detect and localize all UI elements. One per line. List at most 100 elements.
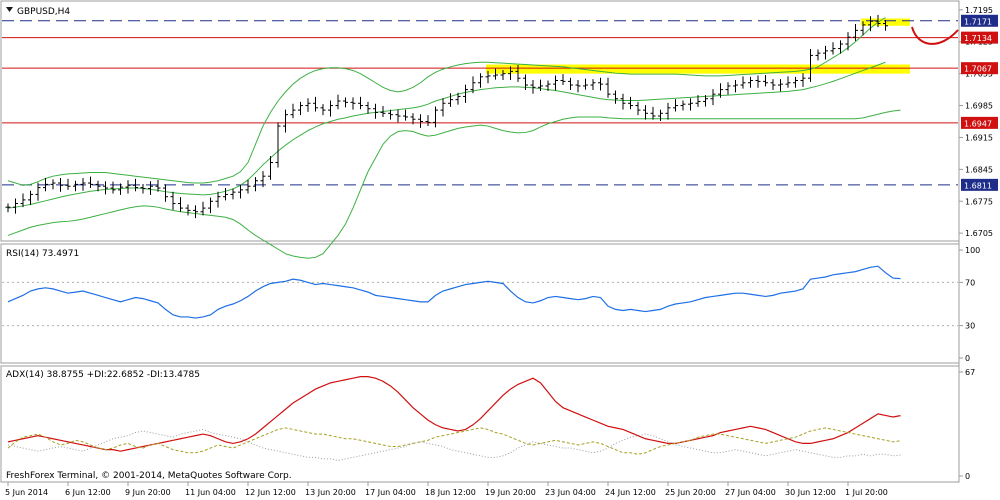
price-bar [403,109,408,121]
price-bar [860,21,866,36]
price-bar [515,64,521,82]
price-bar [223,188,228,201]
price-bar [778,79,783,92]
price-bar [193,205,198,219]
price-bar [485,70,491,84]
price-level-tag-label: 1.7171 [964,17,992,26]
time-tick-label: 9 Jun 20:00 [125,488,171,497]
price-tick-label: 1.6705 [965,229,993,238]
rsi-panel-frame [0,243,960,364]
time-tick-label: 13 Jun 20:00 [305,488,356,497]
bollinger-bands [7,17,901,259]
price-tick-label: 1.6845 [965,165,993,174]
price-bar [455,92,461,105]
price-bar [590,79,596,91]
price-bar [155,179,161,192]
price-bar [395,109,401,123]
price-bar [95,180,101,192]
price-bar [148,181,153,195]
price-bar [545,80,551,91]
price-bar [365,101,371,114]
price-bar [418,114,423,128]
price-bar [80,178,86,191]
adx-axis: 67 0 [959,368,975,481]
price-bar [470,76,476,94]
watermark: FreshForex Terminal, © 2001-2014, MetaQu… [6,471,292,481]
main-panel-title: GBPUSD,H4 [17,7,70,17]
price-bar [845,32,851,51]
price-bar [58,178,63,192]
price-bar [433,106,438,128]
price-tick-label: 1.6985 [965,102,993,111]
price-bar [118,183,123,195]
price-bar [493,68,498,80]
price-bar [35,182,41,201]
time-tick-label: 23 Jun 04:00 [545,488,596,497]
adx-tick-label: 67 [965,368,975,377]
price-bar [748,76,753,88]
price-bar [170,191,176,210]
price-bar [560,74,566,86]
price-bar [43,178,48,192]
price-bar [88,176,93,189]
price-bar [718,83,723,98]
price-bar [883,19,888,31]
time-axis: 5 Jun 2014 6 Jun 12:00 9 Jun 20:00 11 Jun 0… [5,482,888,497]
price-bar [335,94,341,110]
price-bar [215,191,221,208]
price-bar [178,197,183,212]
price-bar [253,177,258,192]
price-bar [838,40,843,54]
price-bar [103,181,108,195]
price-bar [725,82,731,95]
price-bar [680,100,686,111]
price-bar [703,95,708,107]
price-bar [538,79,543,91]
price-bar [628,96,633,110]
price-bar [65,178,71,190]
bollinger-middle [7,61,886,209]
time-tick-label: 12 Jun 12:00 [245,488,296,497]
price-bar [673,99,678,112]
chart-menu-triangle-icon[interactable] [6,7,13,12]
price-bar [853,23,858,41]
rsi-panel-title: RSI(14) 73.4971 [6,249,79,259]
price-bar [808,49,813,82]
time-tick-label: 24 Jun 12:00 [605,488,656,497]
price-bar [583,78,588,90]
rsi-tick-label: 70 [965,278,975,287]
time-tick-label: 25 Jun 20:00 [665,488,716,497]
price-bar [440,98,446,117]
rsi-tick-label: 30 [965,322,975,331]
price-bar [388,109,393,120]
price-bar [568,77,573,91]
price-bar [740,76,746,89]
price-bar [425,115,431,127]
price-bar [575,80,581,93]
price-bar [830,42,836,55]
price-bar [13,198,18,214]
price-bar [500,69,506,81]
highlight-zone [486,64,910,74]
price-bar [755,75,761,88]
price-levels [2,20,958,186]
price-level-tags: 1.7171 1.7134 1.7067 1.6947 1.6811 [961,14,998,191]
rsi-tick-label: 0 [965,354,970,363]
price-bar [650,106,656,120]
price-bar [605,77,611,98]
price-bar [313,96,318,112]
price-bar [665,102,671,120]
time-tick-label: 1 Jul 20:00 [845,488,888,497]
price-bar [793,76,798,88]
price-bar [140,183,146,194]
price-bar [133,178,138,192]
price-bar [868,16,873,32]
adx-panel-title: ADX(14) 38.8755 +DI:22.6852 -DI:13.4785 [6,370,200,380]
rsi-tick-label: 100 [965,246,980,255]
adx-line [7,376,901,452]
rsi-axis: 100 70 30 0 [959,246,980,363]
price-bar [208,197,213,214]
price-level-tag [961,116,998,129]
price-bar [823,45,828,60]
